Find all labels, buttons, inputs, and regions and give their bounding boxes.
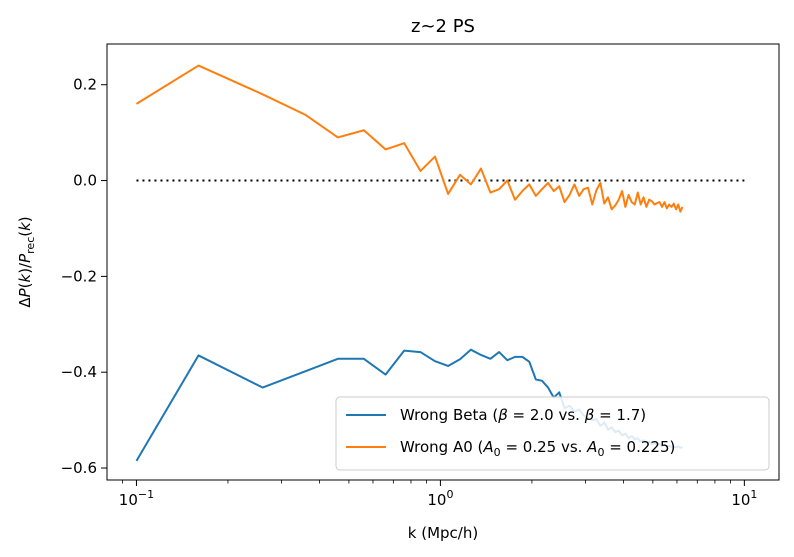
y-tick-label: −0.4 [61,363,97,381]
y-label-k2: ( [16,231,34,237]
legend-text-part: A [586,438,597,456]
legend-text-part: = 1.7) [594,406,646,424]
x-tick-base: 10 [119,491,138,509]
y-label-k2-var: k [16,221,34,231]
y-tick-label: −0.2 [61,267,97,285]
legend-text-part: = 2.0 vs. [508,406,585,424]
x-tick-base: 10 [731,491,750,509]
legend-text-part: Wrong A0 ( [400,438,483,456]
x-tick-base: 10 [427,491,446,509]
x-tick-exponent: 0 [446,488,453,501]
y-tick-label: 0.2 [73,76,97,94]
legend-text-part: β [584,406,595,424]
y-tick-label: 0.0 [73,172,97,190]
series-line-2 [135,64,684,213]
y-axis-ticks: 0.2 0.0 −0.2 −0.4 −0.6 [61,76,107,477]
legend-text-part: = 0.225) [604,438,675,456]
legend-text-part: = 0.25 vs. [501,438,588,456]
chart-title: z~2 PS [411,16,475,37]
x-axis-ticks: 10−1 100 101 [119,480,757,509]
legend-entry-1: Wrong Beta (β = 2.0 vs. β = 1.7) [400,406,646,424]
y-label-paren1: )/ [16,262,34,274]
y-label-p: P [16,287,34,297]
y-label-k1-var: k [16,272,34,282]
x-tick-exponent: −1 [138,488,154,501]
y-label-delta: Δ [16,297,34,308]
x-tick-label: 100 [427,488,453,509]
x-tick-label: 101 [731,488,757,509]
x-tick-exponent: 1 [750,488,757,501]
y-label-k1: ( [16,282,34,288]
plot-frame [106,43,780,481]
legend-text-part: β [497,406,508,424]
legend-text-part: 0 [597,446,604,459]
legend-text-part: 0 [494,446,501,459]
y-label-prec: P [16,253,34,263]
legend: Wrong Beta (β = 2.0 vs. β = 1.7)Wrong A0… [335,396,770,471]
y-tick-label: −0.6 [61,459,97,477]
y-label-paren2: ) [16,216,34,222]
x-tick-label: 10−1 [119,488,154,509]
legend-text-part: A [482,438,493,456]
y-label-rec-sub: rec [24,237,37,254]
y-axis-label: ΔP(k)/Prec(k) [16,216,37,307]
x-axis-label: k (Mpc/h) [408,524,478,542]
legend-entry-2: Wrong A0 (A0 = 0.25 vs. A0 = 0.225) [400,438,675,459]
legend-box [335,396,770,471]
legend-text-part: Wrong Beta ( [400,406,498,424]
